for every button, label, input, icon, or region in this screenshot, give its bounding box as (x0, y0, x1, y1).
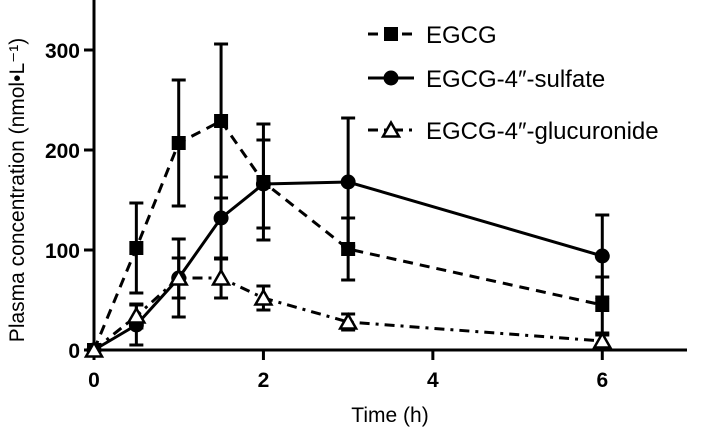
x-tick-label: 2 (258, 369, 270, 392)
triangle-marker (380, 119, 402, 138)
legend-label: EGCG-4″-sulfate (426, 66, 605, 93)
y-tick-label: 100 (45, 240, 80, 263)
x-tick-label: 4 (427, 369, 439, 392)
axes (92, 0, 687, 352)
square-marker (171, 136, 186, 150)
square-marker (384, 27, 398, 41)
y-tick-label: 200 (45, 140, 80, 163)
circle-marker (594, 248, 610, 264)
axis-ticks: 0 100 200 300 0 2 4 6 (45, 40, 608, 392)
triangle-marker (210, 267, 232, 286)
series-layer (83, 42, 613, 358)
circle-marker (213, 210, 229, 226)
triangle-marker (126, 305, 147, 324)
series-2 (83, 256, 613, 358)
legend-label: EGCG (426, 22, 497, 49)
x-axis-title: Time (h) (351, 404, 428, 427)
y-axis-title: Plasma concentration (nmol•L⁻¹) (6, 38, 29, 342)
square-marker (214, 114, 229, 128)
square-marker (595, 298, 610, 312)
circle-marker (383, 70, 399, 86)
triangle-marker (83, 339, 105, 358)
triangle-marker (337, 311, 359, 330)
triangle-marker (168, 267, 189, 286)
triangle-marker (592, 330, 613, 349)
legend: EGCG EGCG-4″-sulfate EGCG-4″-glucuronide (368, 22, 659, 145)
circle-marker (255, 176, 271, 192)
triangle-marker (253, 287, 274, 306)
y-tick-label: 0 (68, 340, 80, 363)
legend-label: EGCG-4″-glucuronide (426, 118, 659, 145)
x-tick-label: 6 (596, 369, 608, 392)
x-tick-label: 0 (88, 369, 100, 392)
circle-marker (340, 174, 356, 190)
square-marker (129, 241, 144, 255)
y-tick-label: 300 (45, 40, 80, 63)
